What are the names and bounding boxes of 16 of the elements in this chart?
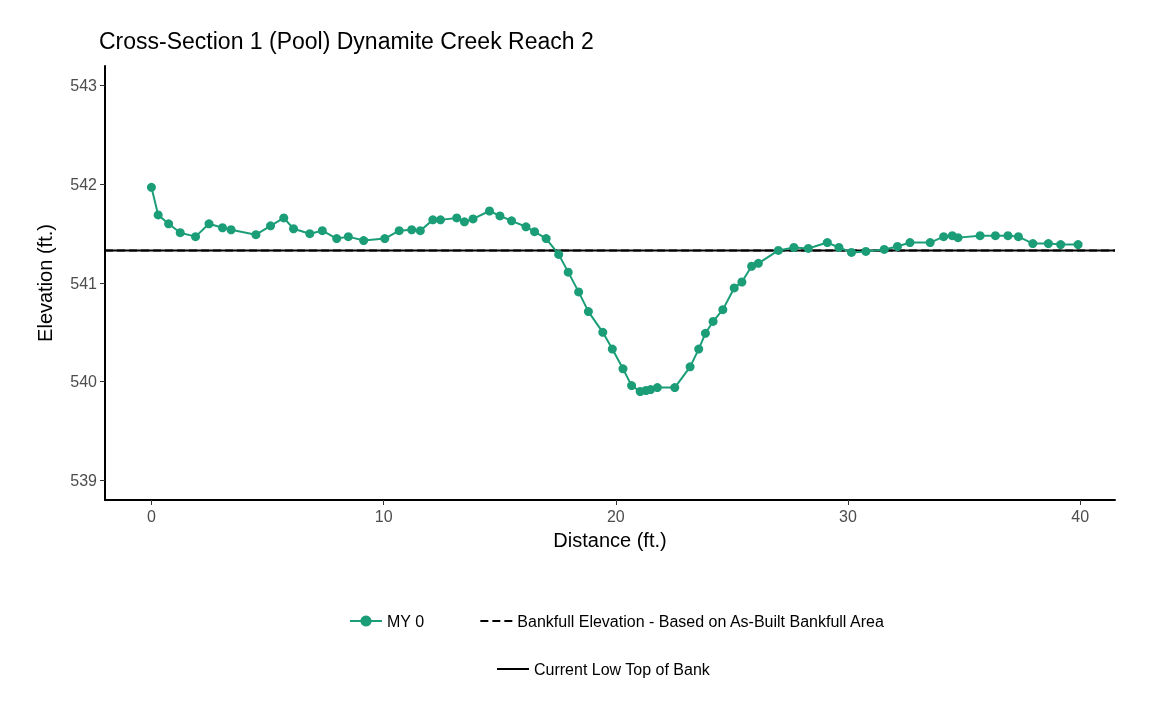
x-axis-title: Distance (ft.) xyxy=(553,529,667,551)
legend-label: MY 0 xyxy=(387,612,425,630)
y-tick-label: 541 xyxy=(70,274,98,292)
y-tick-label: 542 xyxy=(70,175,98,193)
x-tick-label: 0 xyxy=(146,507,156,525)
legend-label: Current Low Top of Bank xyxy=(534,660,711,678)
x-tick-label: 30 xyxy=(839,507,857,525)
y-tick-label: 540 xyxy=(70,373,98,391)
y-tick-label: 543 xyxy=(70,77,98,95)
x-tick-label: 40 xyxy=(1071,507,1090,525)
x-tick-label: 20 xyxy=(606,507,625,525)
x-tick-label: 10 xyxy=(374,507,393,525)
chart-title: Cross-Section 1 (Pool) Dynamite Creek Reach 2 xyxy=(99,27,594,54)
y-tick-label: 539 xyxy=(70,471,98,489)
y-axis-title: Elevation (ft.) xyxy=(34,224,56,342)
legend-label: Bankfull Elevation - Based on As-Built Bankfull Area xyxy=(517,612,884,630)
